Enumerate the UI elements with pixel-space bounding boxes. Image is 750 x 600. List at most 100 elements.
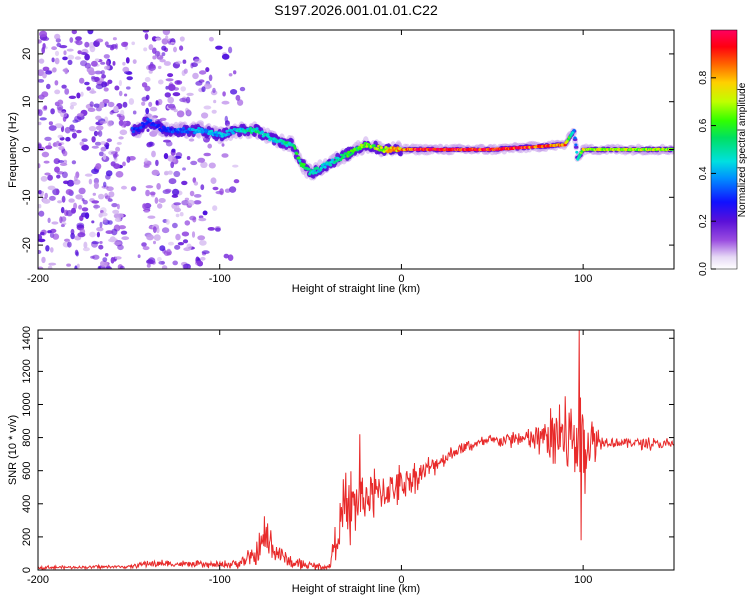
spectrogram-noise-blob (69, 105, 74, 110)
spectrogram-noise-blob (100, 70, 105, 75)
spectrogram-ridge-core (179, 128, 183, 131)
spectrogram-noise-blob (122, 161, 126, 167)
spectrogram-ridge-core (248, 129, 252, 133)
spectrogram-noise-blob (179, 212, 184, 217)
spectrogram-noise-blob (184, 220, 191, 226)
colorbar-label: Normalized spectral amplitude (737, 82, 748, 217)
spectrogram-noise-blob (239, 86, 246, 92)
spectrogram-noise-blob (182, 59, 187, 64)
spectrogram-noise-blob (125, 57, 130, 64)
spectrogram-noise-blob (59, 216, 63, 224)
spectrogram-noise-blob (87, 30, 94, 35)
spectrogram-noise-blob (167, 248, 171, 252)
spectrogram-noise-blob (215, 227, 221, 232)
spectrogram-ridge-core (295, 152, 299, 156)
spectrogram-noise-blob (104, 253, 109, 257)
snr-panel: -200 -100 0 100 0 200 400 600 800 1000 1200 1400 H… (7, 326, 675, 595)
spectrogram-noise-blob (61, 84, 67, 89)
spectrogram-noise-blob (75, 194, 83, 200)
spectrogram-noise-blob (230, 89, 238, 95)
spectrogram-noise-blob (67, 59, 73, 65)
spectrogram-noise-blob (159, 59, 166, 63)
y-tick-label: 1000 (21, 392, 33, 416)
spectrogram-noise-blob (91, 168, 99, 175)
spectrogram-x-axis-label: Height of straight line (km) (292, 283, 420, 295)
y-tick-label: 0 (21, 567, 33, 573)
spectrogram-noise-blob (229, 186, 237, 193)
colorbar: 0.0 0.2 0.4 0.6 0.8 Normalized spectral ampl… (698, 29, 748, 276)
spectrogram-noise-blob (72, 119, 79, 123)
spectrogram-noise-blob (101, 81, 108, 88)
spectrogram-noise-blob (170, 161, 175, 169)
spectrogram-noise-blob (157, 257, 162, 262)
spectrogram-noise-blob (38, 190, 42, 195)
spectrogram-noise-blob (126, 76, 133, 81)
spectrogram-noise-blob (233, 179, 240, 184)
spectrogram-noise-blob (200, 161, 208, 168)
spectrogram-noise-blob (153, 240, 156, 245)
spectrogram-noise-blob (121, 41, 128, 48)
spectrogram-noise-blob (116, 141, 122, 145)
spectrogram-noise-blob (111, 203, 118, 208)
spectrogram-noise-blob (172, 222, 178, 229)
spectrogram-noise-blob (118, 120, 124, 126)
spectrogram-noise-blob (168, 103, 176, 109)
spectrogram-ridge-core (197, 126, 201, 130)
spectrogram-ridge-core (298, 159, 302, 163)
y-tick-label: 0 (21, 146, 33, 152)
spectrogram-noise-blob (185, 96, 191, 104)
spectrogram-noise-blob (167, 84, 176, 91)
spectrogram-noise-blob (191, 231, 196, 238)
spectrogram-noise-blob (153, 234, 161, 241)
spectrogram-noise-blob (80, 91, 84, 97)
spectrogram-noise-blob (77, 113, 84, 117)
spectrogram-noise-blob (107, 79, 113, 85)
spectrogram-ridge-core (255, 127, 259, 131)
spectrogram-noise-blob (168, 178, 177, 185)
spectrogram-ridge-core (176, 130, 180, 134)
spectrogram-noise-blob (197, 157, 206, 163)
spectrogram-noise-blob (105, 230, 114, 235)
spectrogram-noise-blob (232, 164, 239, 168)
spectrogram-noise-blob (154, 50, 160, 57)
snr-y-ticks: 0 200 400 600 800 1000 1200 1400 (21, 326, 674, 573)
spectrogram-ridge-core (166, 126, 170, 130)
spectrogram-noise-blob (116, 203, 120, 210)
spectrogram-noise-blob (88, 178, 93, 185)
spectrogram-noise-blob (79, 77, 85, 84)
spectrogram-noise-blob (42, 198, 51, 204)
spectrogram-noise-blob (91, 136, 96, 143)
spectrogram-noise-blob (201, 250, 210, 255)
spectrogram-noise-blob (79, 141, 85, 146)
spectrogram-noise-blob (81, 212, 88, 218)
spectrogram-ridge-core (131, 130, 135, 134)
spectrogram-noise-blob (145, 94, 150, 101)
spectrogram-noise-blob (42, 72, 47, 79)
spectrogram-noise-blob (56, 140, 60, 144)
spectrogram-ridge-core (311, 171, 315, 175)
spectrogram-ridge-core (378, 148, 382, 152)
spectrogram-noise-blob (155, 37, 162, 41)
spectrogram-noise-blob (54, 89, 61, 95)
spectrogram-noise-blob (107, 220, 113, 225)
spectrogram-noise-blob (75, 40, 83, 46)
spectrogram-ridge-core (227, 132, 231, 136)
spectrogram-noise-blob (207, 227, 215, 231)
spectrogram-noise-blob (81, 144, 89, 151)
spectrogram-noise-blob (38, 204, 42, 209)
spectrogram-noise-blob (67, 54, 75, 60)
spectrogram-noise-blob (123, 120, 127, 128)
spectrogram-noise-blob (65, 136, 71, 142)
spectrogram-noise-blob (110, 257, 115, 264)
spectrogram-noise-blob (95, 125, 104, 131)
spectrogram-noise-blob (96, 227, 104, 232)
spectrogram-noise-blob (40, 231, 45, 236)
colorbar-tick-label: 0.0 (698, 262, 709, 276)
spectrogram-ridge-core (575, 150, 579, 154)
spectrogram-noise-blob (195, 260, 203, 266)
spectrogram-noise-blob (104, 195, 111, 200)
spectrogram-noise-blob (215, 190, 224, 195)
spectrogram-noise-blob (144, 33, 149, 40)
spectrogram-ridge-core (225, 129, 229, 133)
spectrogram-noise-blob (186, 92, 194, 96)
